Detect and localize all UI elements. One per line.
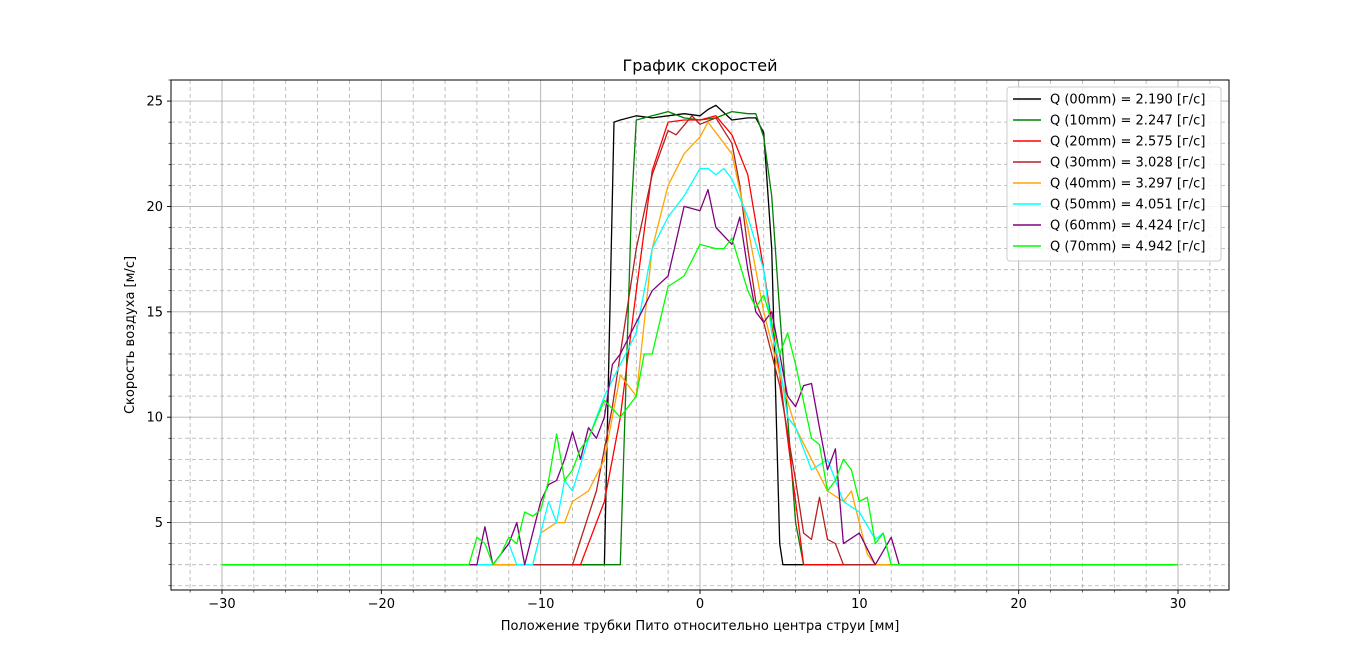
series-line <box>222 110 1178 566</box>
legend-label: Q (40mm) = 3.297 [г/с] <box>1050 177 1205 192</box>
x-tick-label: −20 <box>368 597 395 612</box>
series-line <box>222 115 1178 566</box>
y-tick-label: 20 <box>146 200 163 215</box>
y-tick-label: 15 <box>146 305 163 320</box>
x-tick-label: 10 <box>851 597 868 612</box>
axes: −30 −20 −10 0 10 20 30 5 10 15 20 25 <box>146 79 1211 612</box>
x-tick-label: −30 <box>208 597 235 612</box>
legend-label: Q (10mm) = 2.247 [г/с] <box>1050 114 1205 129</box>
y-tick-label: 10 <box>146 411 163 426</box>
legend-label: Q (50mm) = 4.051 [г/с] <box>1050 198 1205 213</box>
y-axis-label: Скорость воздуха [м/с] <box>123 256 138 414</box>
legend-label: Q (30mm) = 3.028 [г/с] <box>1050 156 1205 171</box>
legend: Q (00mm) = 2.190 [г/с] Q (10mm) = 2.247 [… <box>1006 86 1222 262</box>
x-tick-label: 0 <box>696 597 704 612</box>
x-tick-label: −10 <box>527 597 554 612</box>
series-line <box>222 121 1178 566</box>
series-line <box>222 237 1178 566</box>
grid <box>171 79 1229 590</box>
legend-box <box>1006 86 1222 262</box>
series-line <box>222 188 1178 566</box>
series-line <box>222 167 1178 566</box>
series-line <box>222 115 1178 566</box>
legend-label: Q (20mm) = 2.575 [г/с] <box>1050 135 1205 150</box>
x-axis-label: Положение трубки Пито относительно центр… <box>501 619 900 634</box>
legend-label: Q (70mm) = 4.942 [г/с] <box>1050 240 1205 255</box>
y-tick-label: 5 <box>155 516 163 531</box>
legend-label: Q (60mm) = 4.424 [г/с] <box>1050 219 1205 234</box>
plot-frame <box>170 79 1230 591</box>
x-tick-label: 20 <box>1010 597 1027 612</box>
y-tick-label: 25 <box>146 95 163 110</box>
series-line <box>222 104 1178 566</box>
chart-title: График скоростей <box>622 56 777 75</box>
x-tick-label: 30 <box>1170 597 1187 612</box>
legend-label: Q (00mm) = 2.190 [г/с] <box>1050 93 1205 108</box>
plot-area <box>222 104 1178 566</box>
